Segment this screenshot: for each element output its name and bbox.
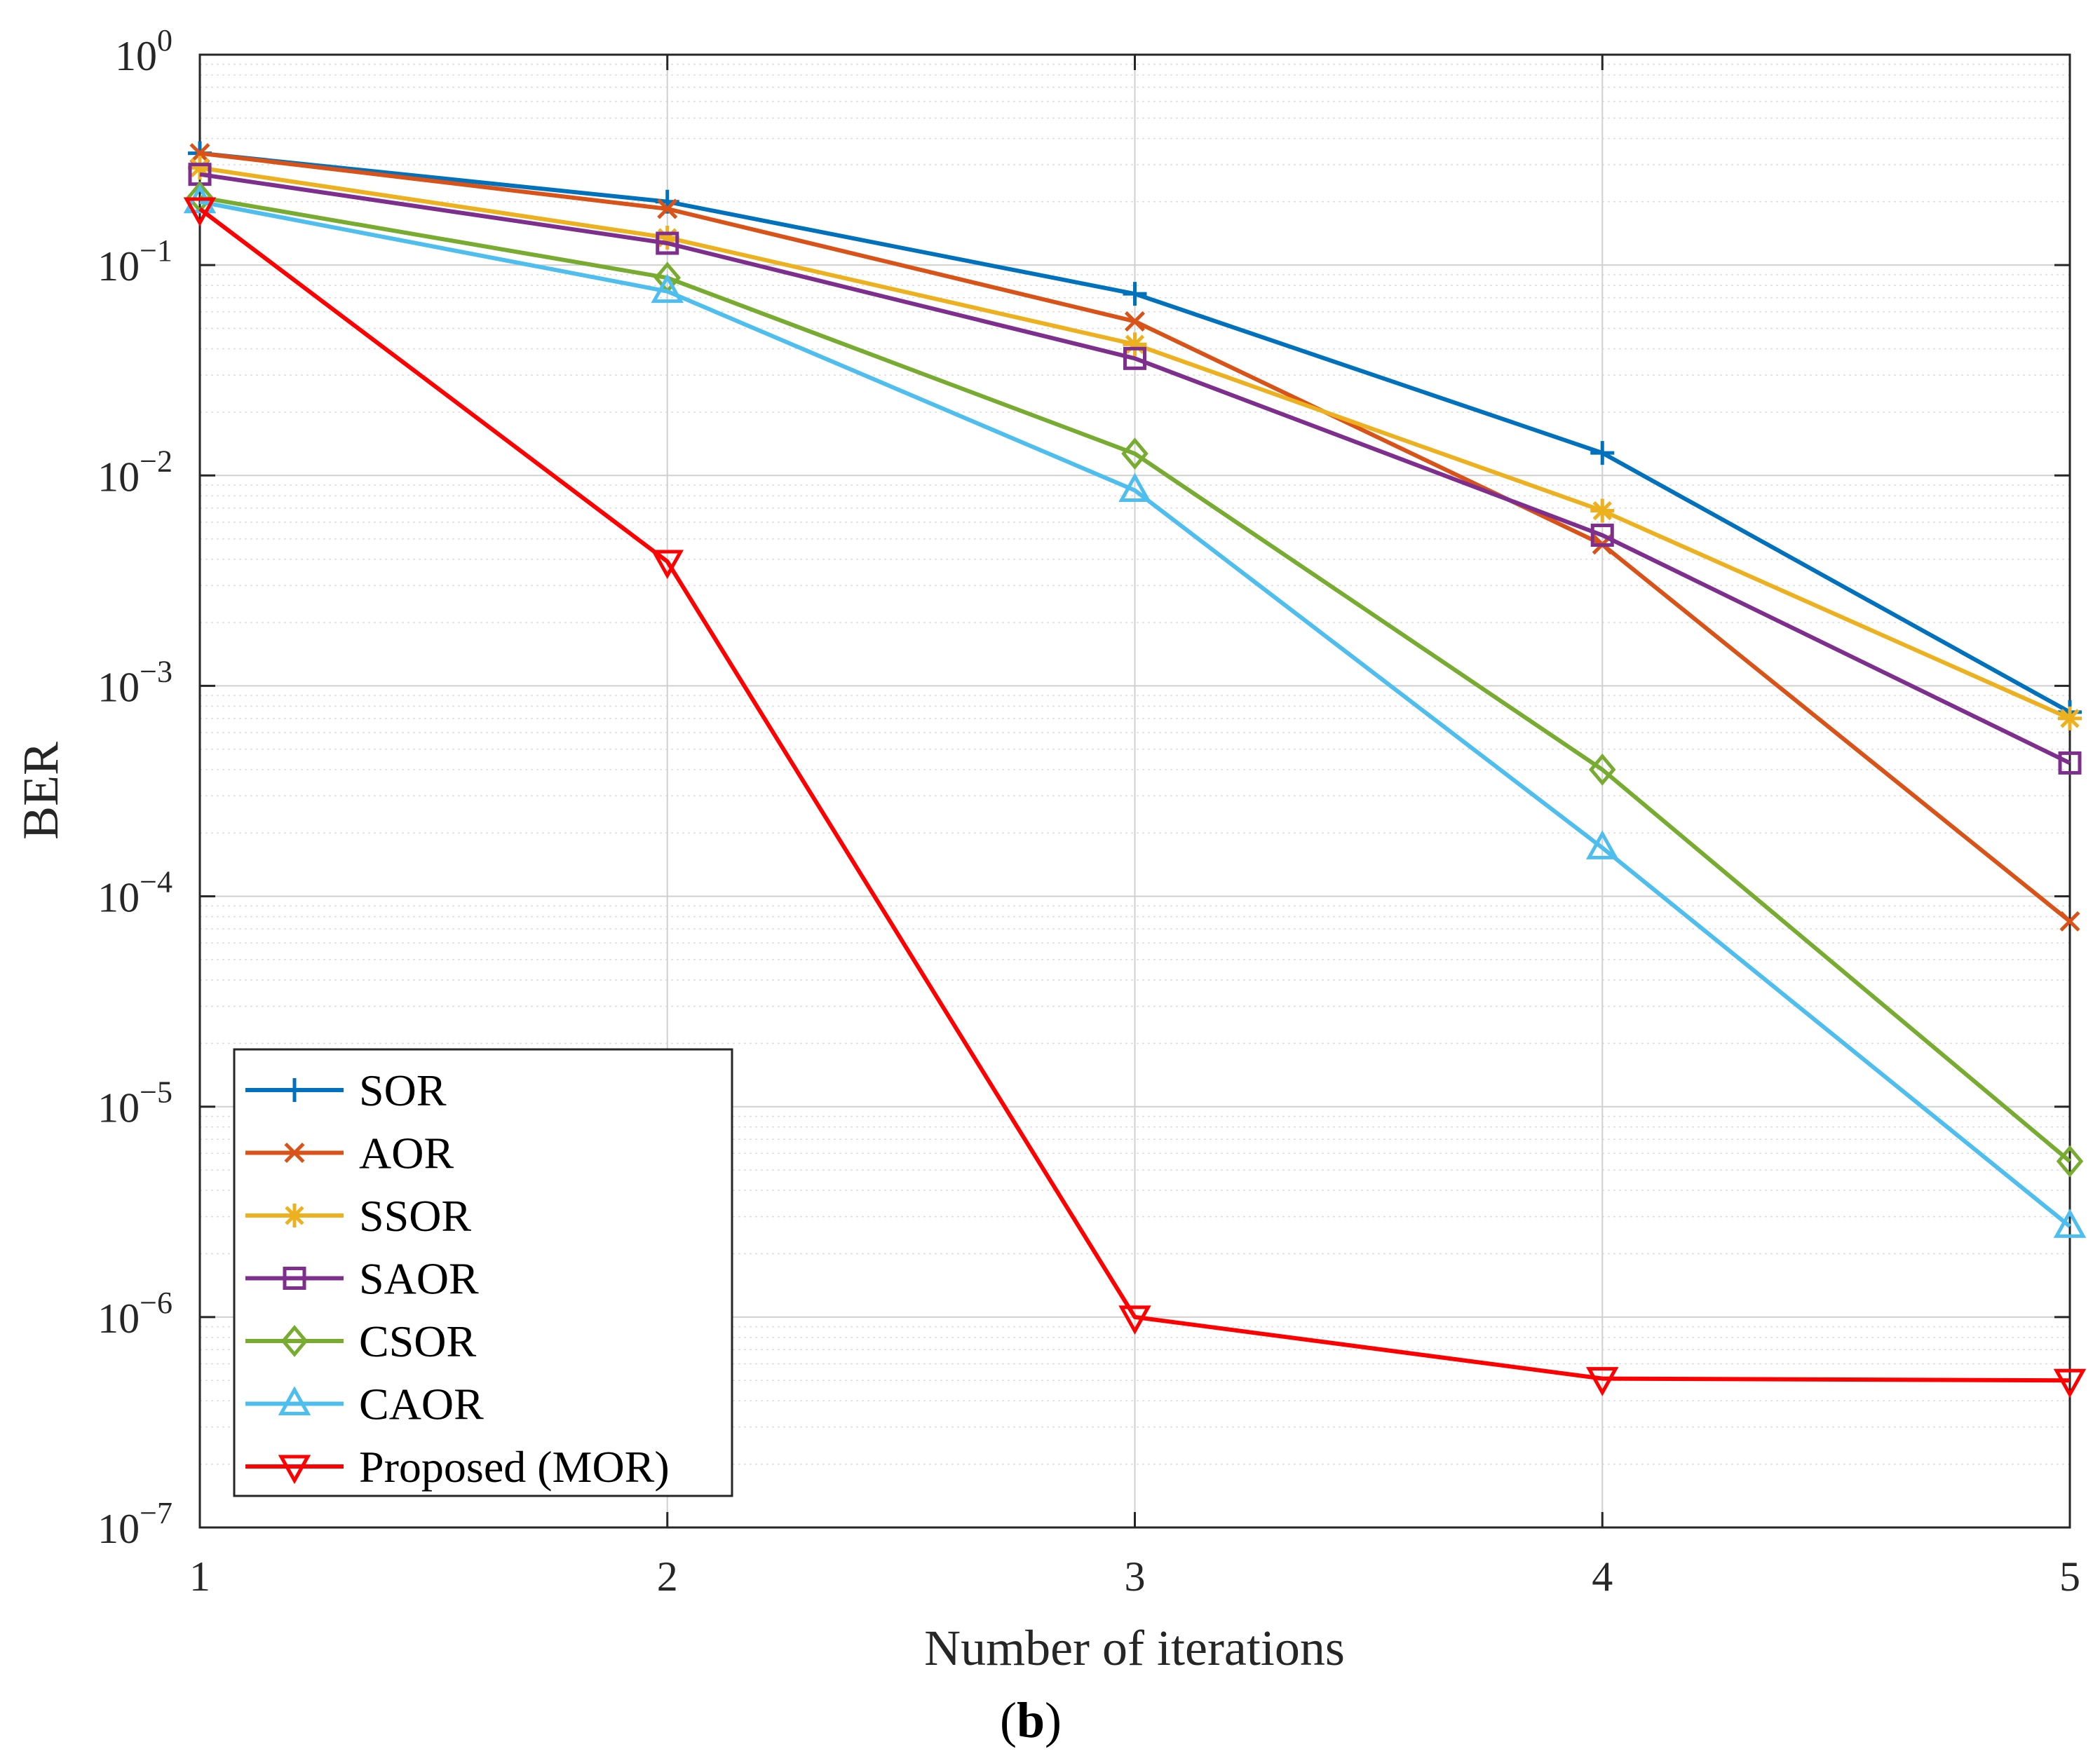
data-point <box>2058 706 2082 730</box>
legend-label: Proposed (MOR) <box>359 1442 670 1492</box>
data-point <box>2056 1145 2084 1178</box>
data-point <box>1590 524 1614 547</box>
legend-marker <box>278 1386 311 1415</box>
legend-marker <box>283 1078 306 1102</box>
data-point <box>189 143 210 164</box>
series-line <box>199 195 2071 1163</box>
legend-label: SOR <box>359 1066 447 1115</box>
legend-marker <box>284 1142 305 1164</box>
data-point <box>2058 751 2082 775</box>
legend-entry: SSOR <box>245 1191 471 1241</box>
data-point <box>1124 311 1146 332</box>
x-tick-label: 4 <box>1592 1553 1613 1600</box>
legend: SOR AOR SSOR SAOR CSOR CAOR Proposed (MOR) <box>233 1048 733 1497</box>
data-point <box>1123 282 1147 306</box>
legend-marker <box>278 1455 311 1485</box>
data-point <box>1585 1367 1619 1396</box>
figure-caption: (b) <box>1000 1692 1062 1748</box>
legend-label: SAOR <box>359 1254 479 1304</box>
legend-entry: SOR <box>245 1066 447 1115</box>
data-point <box>1121 437 1149 470</box>
series-line <box>199 199 2071 1228</box>
data-point <box>656 231 679 255</box>
x-tick-label: 2 <box>657 1553 678 1600</box>
y-tick-label: 100 <box>115 23 172 79</box>
data-point <box>2059 911 2080 932</box>
data-point <box>2053 1209 2087 1238</box>
x-axis-label: Number of iterations <box>924 1620 1345 1676</box>
legend-label: AOR <box>359 1129 454 1178</box>
series-layer <box>183 141 2087 1398</box>
data-point <box>1585 830 1619 859</box>
data-point <box>188 156 212 180</box>
data-point <box>651 550 684 580</box>
y-tick-label: 10−1 <box>97 233 172 290</box>
legend-marker <box>283 1204 306 1227</box>
legend-entry: CAOR <box>245 1380 484 1429</box>
data-point <box>1118 1305 1151 1335</box>
series-ssor <box>188 156 2082 730</box>
legend-entry: CSOR <box>245 1316 477 1366</box>
data-point <box>1118 472 1151 502</box>
plot-frame <box>198 53 2071 1529</box>
legend-label: SSOR <box>359 1191 471 1241</box>
series-line <box>199 172 2071 765</box>
data-point <box>1590 498 1615 523</box>
y-tick-label: 10−6 <box>97 1286 172 1342</box>
legend-entry: Proposed (MOR) <box>245 1442 670 1492</box>
series-line <box>198 207 2071 1383</box>
y-tick-label: 10−2 <box>97 444 172 500</box>
legend-marker <box>280 1325 309 1357</box>
data-point <box>183 197 217 227</box>
data-point <box>651 273 684 304</box>
x-tick-label: 3 <box>1125 1553 1146 1600</box>
x-tick-label: 5 <box>2059 1553 2080 1600</box>
data-point <box>1590 441 1615 465</box>
y-tick-label: 10−5 <box>97 1075 172 1131</box>
tick-labels: 1 2 3 4 5 100 10−1 10−2 10−3 10−4 10−5 10−6 10−7 <box>97 23 2080 1600</box>
y-tick-label: 10−7 <box>97 1496 172 1552</box>
data-point <box>1123 346 1146 370</box>
x-tick-label: 1 <box>189 1553 210 1600</box>
legend-marker <box>283 1267 306 1290</box>
series-proposed-mor <box>183 197 2087 1398</box>
data-point <box>655 226 679 250</box>
legend-entry: AOR <box>245 1129 454 1178</box>
legend-label: CSOR <box>359 1316 477 1366</box>
data-point <box>2053 1368 2087 1398</box>
data-point <box>1588 753 1616 786</box>
data-point <box>657 198 678 219</box>
legend-entry: SAOR <box>245 1254 479 1304</box>
y-tick-label: 10−3 <box>97 654 172 710</box>
y-axis-label: BER <box>13 742 69 840</box>
data-point <box>1123 332 1147 357</box>
legend-label: CAOR <box>359 1380 484 1429</box>
y-tick-label: 10−4 <box>97 865 172 921</box>
legend-box <box>233 1048 733 1497</box>
